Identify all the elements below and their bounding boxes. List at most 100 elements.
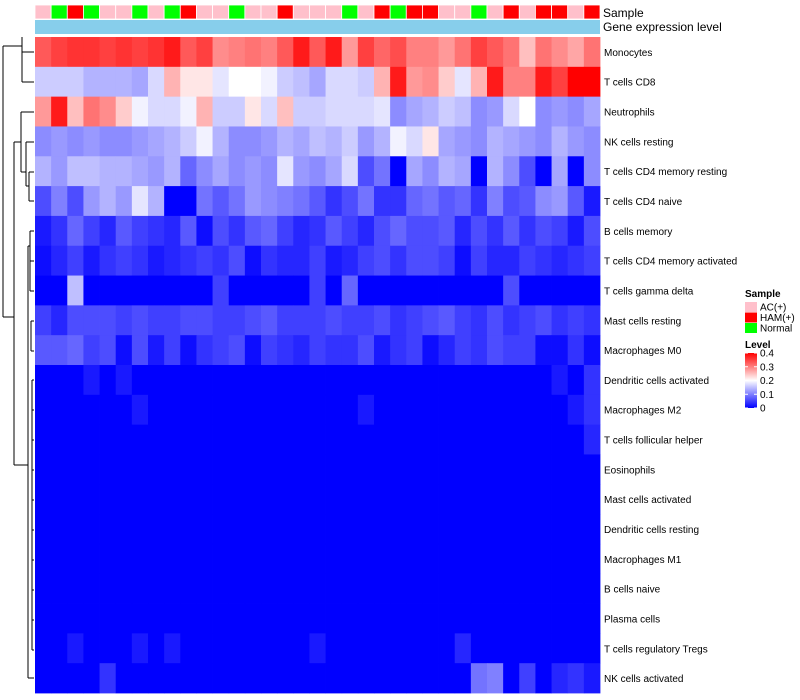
- heatmap-cell: [148, 514, 165, 545]
- heatmap-cell: [212, 305, 230, 336]
- heatmap-cell: [67, 603, 84, 634]
- heatmap-cell: [567, 215, 585, 247]
- heatmap-cell: [325, 514, 343, 545]
- heatmap-cell: [99, 335, 117, 366]
- heatmap-cell: [131, 573, 149, 604]
- heatmap-cell: [99, 275, 117, 306]
- heatmap-cell: [357, 543, 375, 575]
- heatmap-cell: [51, 245, 68, 276]
- heatmap-cell: [406, 484, 423, 515]
- heatmap-cell: [487, 66, 504, 98]
- heatmap-cell: [357, 603, 375, 634]
- heatmap-cell: [277, 603, 294, 634]
- heatmap-cell: [535, 245, 552, 276]
- heatmap-cell: [454, 394, 472, 426]
- heatmap-cell: [35, 514, 52, 545]
- legend-swatch: [745, 302, 757, 312]
- heatmap-cell: [293, 424, 310, 455]
- heatmap-cell: [83, 365, 100, 396]
- heatmap-cell: [180, 186, 197, 217]
- heatmap-cell: [454, 66, 472, 98]
- heatmap-cell: [535, 66, 552, 98]
- heatmap-cell: [228, 156, 246, 187]
- heatmap-cell: [341, 96, 359, 127]
- heatmap-cell: [519, 424, 536, 455]
- sample-annotation-cell: [502, 4, 520, 20]
- heatmap-cell: [131, 245, 149, 276]
- heatmap-cell: [228, 365, 246, 396]
- heatmap-cell: [228, 96, 246, 127]
- heatmap-cell: [244, 126, 262, 157]
- heatmap-cell: [67, 573, 84, 604]
- heatmap-cell: [567, 633, 585, 664]
- heatmap-cell: [519, 66, 536, 98]
- heatmap-cell: [180, 514, 197, 545]
- heatmap-cell: [503, 96, 520, 127]
- heatmap-cell: [325, 484, 343, 515]
- heatmap-cell: [51, 424, 68, 455]
- dendrogram-branch: [30, 320, 34, 352]
- heatmap-cell: [115, 394, 133, 426]
- heatmap-cell: [83, 663, 100, 694]
- heatmap-cell: [519, 335, 536, 366]
- heatmap-cell: [454, 126, 472, 157]
- heatmap-cell: [196, 603, 213, 634]
- heatmap-cell: [390, 514, 407, 545]
- heatmap-cell: [131, 365, 149, 396]
- row-label: T cells CD8: [604, 78, 656, 89]
- heatmap-cell: [374, 335, 391, 366]
- heatmap-cell: [374, 96, 391, 127]
- heatmap-cell: [180, 543, 197, 575]
- heatmap-cell: [35, 573, 52, 604]
- heatmap-cell: [180, 126, 197, 157]
- heatmap-cell: [293, 394, 310, 426]
- heatmap-cell: [212, 335, 230, 366]
- heatmap-cell: [148, 394, 165, 426]
- heatmap-cell: [454, 603, 472, 634]
- heatmap-cell: [583, 633, 601, 664]
- sample-annotation-cell: [99, 4, 117, 20]
- heatmap-cell: [487, 394, 504, 426]
- heatmap-cell: [212, 484, 230, 515]
- heatmap-cell: [390, 275, 407, 306]
- heatmap-cell: [567, 663, 585, 694]
- heatmap-cell: [422, 514, 439, 545]
- legend-level-title: Level: [745, 340, 771, 351]
- heatmap-cell: [180, 37, 197, 68]
- heatmap-cell: [470, 275, 488, 306]
- heatmap-cell: [309, 305, 326, 336]
- heatmap-cell: [519, 454, 536, 485]
- heatmap-cell: [406, 543, 423, 575]
- heatmap-cell: [325, 633, 343, 664]
- heatmap-cell: [470, 394, 488, 426]
- row-label: NK cells activated: [604, 674, 683, 685]
- heatmap-cell: [583, 514, 601, 545]
- heatmap-cell: [357, 126, 375, 157]
- heatmap-cell: [341, 484, 359, 515]
- heatmap-cell: [261, 37, 278, 68]
- heatmap-cell: [551, 335, 569, 366]
- heatmap-cell: [567, 603, 585, 634]
- heatmap-cell: [180, 365, 197, 396]
- heatmap-cell: [309, 543, 326, 575]
- heatmap-cell: [470, 96, 488, 127]
- heatmap-cell: [148, 543, 165, 575]
- heatmap-cell: [390, 424, 407, 455]
- heatmap-cell: [228, 484, 246, 515]
- heatmap-cell: [357, 37, 375, 68]
- heatmap-cell: [487, 37, 504, 68]
- heatmap-cell: [148, 245, 165, 276]
- heatmap-cell: [503, 126, 520, 157]
- heatmap-cell: [212, 66, 230, 98]
- heatmap-cell: [212, 454, 230, 485]
- heatmap-cell: [131, 96, 149, 127]
- heatmap-cell: [51, 186, 68, 217]
- heatmap-cell: [567, 514, 585, 545]
- heatmap-cell: [293, 484, 310, 515]
- heatmap-cell: [277, 275, 294, 306]
- heatmap-cell: [583, 186, 601, 217]
- heatmap-cell: [454, 663, 472, 694]
- heatmap-cell: [277, 633, 294, 664]
- heatmap-cell: [325, 66, 343, 98]
- legend-tick-label: 0.2: [760, 376, 774, 387]
